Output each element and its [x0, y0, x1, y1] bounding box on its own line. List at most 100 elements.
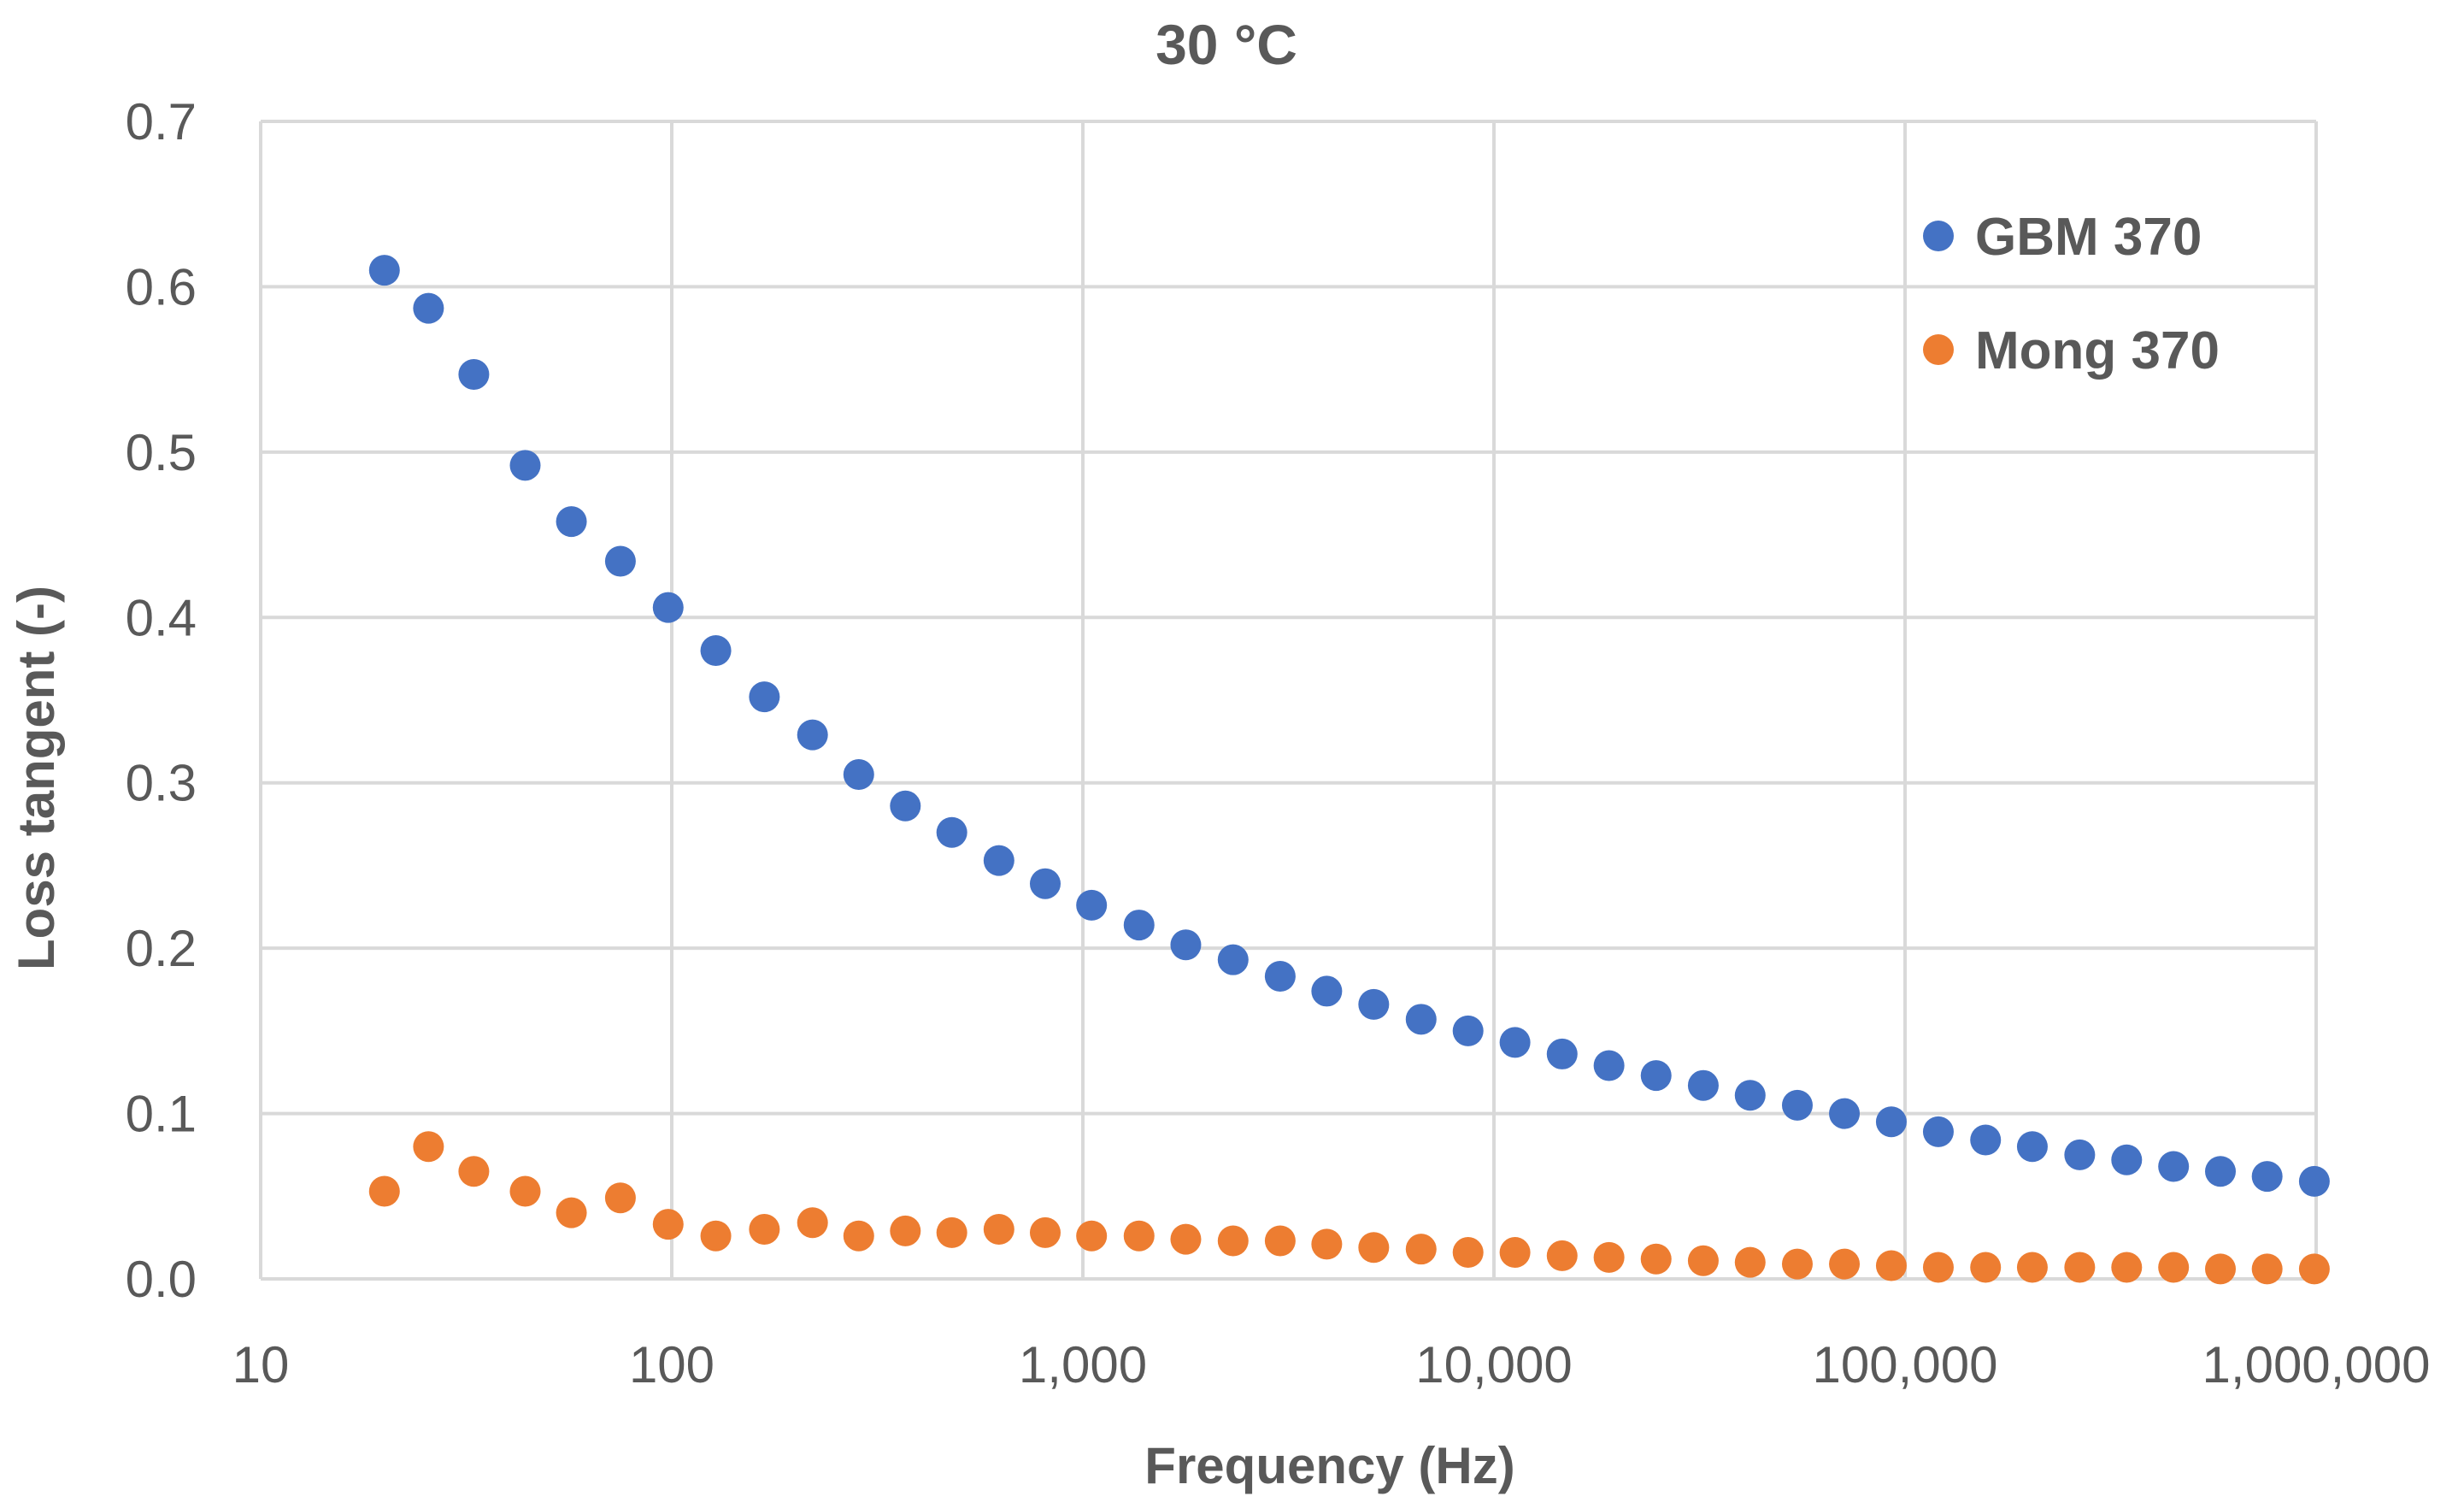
- data-point: [604, 545, 636, 577]
- data-point: [1781, 1089, 1813, 1121]
- data-point: [1405, 1234, 1437, 1265]
- y-tick-label: 0.6: [126, 258, 197, 315]
- data-point: [1029, 868, 1061, 899]
- data-point: [1170, 929, 1202, 961]
- data-point: [1358, 1232, 1390, 1264]
- data-point: [458, 358, 490, 390]
- data-point: [1875, 1106, 1907, 1138]
- data-point: [458, 1156, 490, 1187]
- x-tick-labels: 10 100 1,000 10,000 100,000 1,000,000: [232, 1336, 2431, 1393]
- data-point: [890, 790, 921, 822]
- data-point: [1734, 1246, 1766, 1278]
- series-gbm-370: [368, 255, 2330, 1197]
- data-point: [1405, 1004, 1437, 1035]
- data-point: [1922, 1252, 1954, 1283]
- data-point: [1499, 1237, 1531, 1269]
- y-tick-label: 0.7: [126, 93, 197, 150]
- x-tick-label: 100: [629, 1336, 715, 1393]
- legend-marker: [1923, 221, 1954, 251]
- data-point: [1452, 1237, 1484, 1269]
- data-point: [2158, 1252, 2190, 1283]
- data-point: [2158, 1151, 2190, 1182]
- y-tick-labels: 0.0 0.1 0.2 0.3 0.4 0.5 0.6 0.7: [126, 93, 197, 1308]
- data-point: [509, 450, 541, 481]
- series-mong-370: [368, 1131, 2330, 1285]
- y-tick-label: 0.1: [126, 1086, 197, 1143]
- data-point: [1829, 1248, 1861, 1280]
- y-tick-label: 0.4: [126, 589, 197, 646]
- data-point: [1640, 1243, 1672, 1275]
- data-point: [1687, 1245, 1719, 1276]
- data-point: [2251, 1161, 2283, 1193]
- data-point: [1452, 1015, 1484, 1046]
- x-tick-label: 1,000,000: [2202, 1336, 2431, 1393]
- grid: [259, 120, 2318, 1281]
- data-point: [2064, 1252, 2096, 1283]
- data-point: [652, 1209, 684, 1240]
- data-point: [413, 1131, 444, 1163]
- data-point: [2064, 1139, 2096, 1170]
- data-point: [1123, 910, 1155, 941]
- data-point: [797, 1207, 828, 1239]
- data-point: [1640, 1060, 1672, 1092]
- legend-label: Mong 370: [1975, 321, 2220, 380]
- data-point: [1922, 1116, 1954, 1147]
- data-point: [983, 845, 1014, 876]
- x-tick-label: 10: [232, 1336, 290, 1393]
- data-point: [1546, 1240, 1578, 1271]
- y-tick-label: 0.0: [126, 1251, 197, 1308]
- data-point: [413, 292, 444, 324]
- data-point: [2111, 1144, 2143, 1175]
- data-point: [1264, 1225, 1296, 1257]
- data-point: [2298, 1165, 2330, 1197]
- data-point: [1076, 1220, 1108, 1252]
- data-point: [749, 681, 780, 713]
- data-point: [797, 719, 828, 751]
- x-tick-label: 1,000: [1019, 1336, 1147, 1393]
- data-point: [1358, 988, 1390, 1020]
- chart-title: 30 °C: [1156, 13, 1297, 76]
- data-point: [556, 506, 587, 538]
- data-point: [843, 759, 874, 791]
- data-point: [1264, 961, 1296, 993]
- data-point: [936, 1216, 967, 1248]
- x-tick-label: 10,000: [1415, 1336, 1573, 1393]
- legend: GBM 370 Mong 370: [1923, 208, 2220, 380]
- data-point: [700, 634, 732, 666]
- x-axis-title: Frequency (Hz): [1144, 1437, 1514, 1494]
- data-point: [1781, 1248, 1813, 1280]
- data-point: [700, 1220, 732, 1252]
- data-point: [890, 1215, 921, 1246]
- y-axis-title: Loss tangent (-): [8, 586, 65, 970]
- data-point: [1029, 1216, 1061, 1248]
- data-point: [1875, 1250, 1907, 1281]
- data-point: [2016, 1252, 2048, 1283]
- data-point: [1970, 1124, 2002, 1156]
- legend-marker: [1923, 334, 1954, 365]
- data-point: [1217, 944, 1249, 975]
- data-points: [368, 255, 2330, 1285]
- data-point: [2205, 1156, 2237, 1187]
- data-point: [1593, 1241, 1625, 1273]
- data-point: [1076, 889, 1108, 921]
- data-point: [1734, 1080, 1766, 1111]
- data-point: [2111, 1252, 2143, 1283]
- data-point: [1593, 1050, 1625, 1081]
- data-point: [749, 1213, 780, 1245]
- data-point: [1499, 1027, 1531, 1058]
- data-point: [1687, 1069, 1719, 1101]
- data-point: [2298, 1253, 2330, 1285]
- data-point: [509, 1175, 541, 1207]
- data-point: [1123, 1220, 1155, 1252]
- data-point: [983, 1213, 1014, 1245]
- data-point: [604, 1182, 636, 1214]
- data-point: [368, 1175, 400, 1207]
- data-point: [2016, 1131, 2048, 1163]
- legend-label: GBM 370: [1975, 208, 2202, 267]
- data-point: [1829, 1098, 1861, 1129]
- data-point: [2251, 1253, 2283, 1285]
- y-tick-label: 0.3: [126, 755, 197, 812]
- data-point: [1546, 1038, 1578, 1069]
